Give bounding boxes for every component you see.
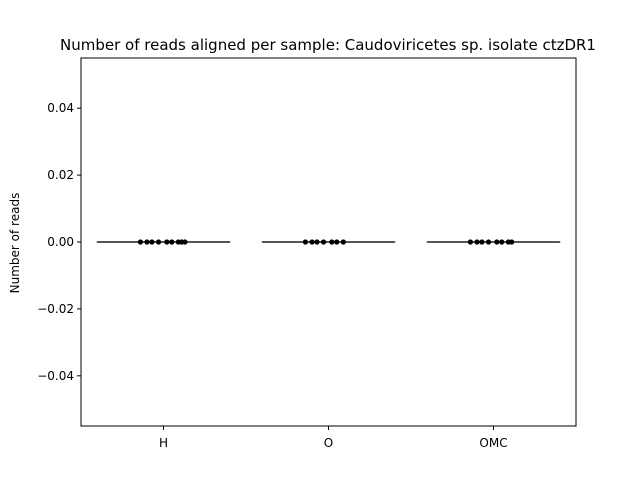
- y-tick-label: 0.02: [47, 168, 74, 182]
- data-point-H: [149, 239, 154, 244]
- data-point-O: [341, 239, 346, 244]
- y-tick-label: −0.02: [37, 302, 74, 316]
- data-point-OMC: [494, 239, 499, 244]
- data-point-H: [169, 239, 174, 244]
- data-point-OMC: [479, 239, 484, 244]
- data-point-OMC: [509, 239, 514, 244]
- data-point-O: [321, 239, 326, 244]
- y-tick-label: −0.04: [37, 369, 74, 383]
- data-point-H: [164, 239, 169, 244]
- data-point-H: [138, 239, 143, 244]
- x-tick-label: H: [159, 436, 168, 450]
- x-tick-label: O: [324, 436, 333, 450]
- data-point-OMC: [468, 239, 473, 244]
- y-axis-label: Number of reads: [8, 193, 22, 294]
- data-point-OMC: [499, 239, 504, 244]
- data-point-OMC: [486, 239, 491, 244]
- data-point-O: [303, 239, 308, 244]
- chart-title: Number of reads aligned per sample: Caud…: [60, 36, 596, 54]
- data-point-O: [314, 239, 319, 244]
- data-point-O: [309, 239, 314, 244]
- y-tick-label: 0.00: [47, 235, 74, 249]
- data-point-O: [334, 239, 339, 244]
- data-point-H: [156, 239, 161, 244]
- data-point-H: [182, 239, 187, 244]
- data-point-H: [144, 239, 149, 244]
- y-tick-label: 0.04: [47, 101, 74, 115]
- data-point-OMC: [474, 239, 479, 244]
- data-point-O: [329, 239, 334, 244]
- plot-area: −0.04 −0.02 0.00 0.02 0.04 H O OMC: [37, 58, 576, 450]
- x-tick-label: OMC: [479, 436, 507, 450]
